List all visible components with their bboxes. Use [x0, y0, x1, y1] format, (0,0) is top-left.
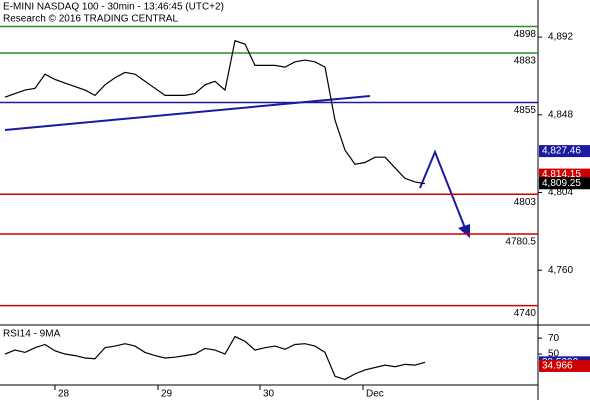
y-tick-label: 4,760 — [548, 265, 573, 276]
forecast-arrow — [419, 149, 466, 229]
price-tag-label: 34.966 — [542, 361, 573, 372]
y-tick-label: 50 — [548, 349, 560, 360]
x-tick-label: Dec — [366, 389, 384, 400]
chart-subtitle: Research © 2016 TRADING CENTRAL — [3, 14, 178, 25]
price-tag-label: 4,827.46 — [542, 146, 581, 157]
price-tag — [539, 177, 590, 190]
level-label: 4898 — [514, 29, 537, 40]
rsi-title: RSI14 - 9MA — [3, 329, 61, 340]
price-tag — [539, 359, 590, 372]
price-tag-label: 4,814.15 — [542, 169, 581, 180]
x-tick-label: 30 — [263, 389, 275, 400]
price-tag-label: 4,809.25 — [542, 178, 581, 189]
level-label: 4803 — [514, 197, 537, 208]
y-tick-label: 70 — [548, 333, 560, 344]
y-tick-label: 4,892 — [548, 32, 573, 43]
level-label: 4740 — [514, 308, 537, 319]
price-line — [4, 335, 426, 381]
level-label: 4855 — [514, 105, 537, 116]
trend-line — [4, 95, 371, 131]
level-label: 4883 — [514, 56, 537, 67]
x-tick-label: 28 — [58, 389, 70, 400]
chart-title: E-MINI NASDAQ 100 - 30min - 13:46:45 (UT… — [3, 2, 224, 13]
level-label: 4780.5 — [505, 237, 536, 248]
y-tick-label: 4,804 — [548, 187, 573, 198]
price-tag — [539, 145, 590, 158]
x-tick-label: 29 — [161, 389, 173, 400]
price-line — [4, 39, 426, 185]
y-tick-label: 4,848 — [548, 109, 573, 120]
